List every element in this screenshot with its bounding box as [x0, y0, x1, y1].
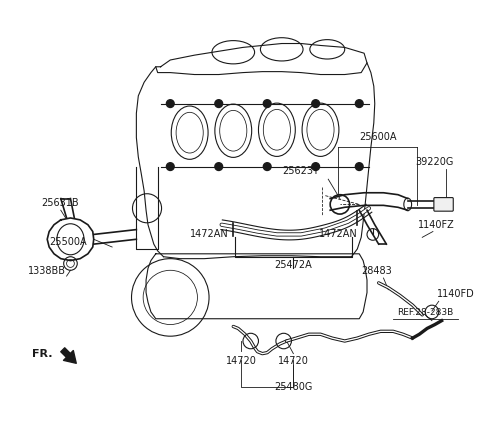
Circle shape	[312, 100, 320, 107]
Circle shape	[312, 163, 320, 171]
Text: 25480G: 25480G	[274, 382, 312, 392]
Text: 14720: 14720	[226, 355, 256, 365]
Text: 25600A: 25600A	[359, 132, 396, 142]
Circle shape	[215, 100, 223, 107]
Text: 1140FZ: 1140FZ	[419, 220, 455, 229]
Text: 39220G: 39220G	[416, 157, 454, 167]
Text: REF.28-283B: REF.28-283B	[397, 308, 453, 317]
Circle shape	[355, 100, 363, 107]
Text: 28483: 28483	[361, 266, 392, 276]
Text: FR.: FR.	[32, 349, 52, 359]
Text: 25500A: 25500A	[49, 237, 87, 247]
Circle shape	[215, 163, 223, 171]
Circle shape	[167, 163, 174, 171]
Text: 25631B: 25631B	[41, 198, 79, 208]
Text: 1140FD: 1140FD	[437, 289, 475, 299]
Circle shape	[355, 163, 363, 171]
FancyBboxPatch shape	[434, 197, 453, 211]
Text: 1472AN: 1472AN	[319, 229, 357, 239]
Text: 25472A: 25472A	[275, 260, 312, 270]
Text: 25623T: 25623T	[283, 166, 320, 176]
Text: 1472AN: 1472AN	[190, 229, 228, 239]
Circle shape	[264, 163, 271, 171]
FancyArrowPatch shape	[61, 348, 76, 363]
Text: 14720: 14720	[278, 355, 309, 365]
Circle shape	[167, 100, 174, 107]
Circle shape	[264, 100, 271, 107]
Text: 1338BB: 1338BB	[28, 266, 66, 276]
